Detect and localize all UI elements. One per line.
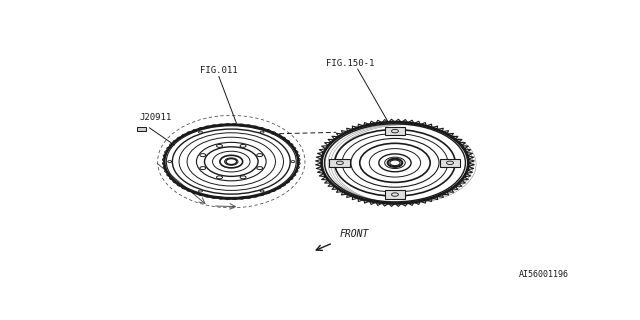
Circle shape [260, 190, 264, 192]
Text: AI56001196: AI56001196 [518, 270, 568, 279]
Circle shape [200, 154, 206, 156]
Circle shape [240, 144, 246, 148]
Circle shape [260, 131, 264, 133]
Circle shape [216, 176, 223, 179]
Circle shape [198, 131, 202, 133]
FancyBboxPatch shape [385, 190, 405, 199]
Circle shape [168, 161, 172, 163]
Text: J20911: J20911 [140, 113, 172, 122]
Text: FRONT: FRONT [339, 229, 369, 239]
FancyBboxPatch shape [385, 127, 405, 135]
FancyBboxPatch shape [440, 159, 460, 167]
Circle shape [198, 190, 202, 192]
FancyBboxPatch shape [330, 159, 350, 167]
Circle shape [200, 167, 206, 170]
FancyBboxPatch shape [137, 127, 146, 131]
Circle shape [257, 154, 262, 156]
Circle shape [240, 176, 246, 179]
Circle shape [291, 161, 295, 163]
Circle shape [257, 167, 262, 170]
Text: FIG.150-1: FIG.150-1 [326, 59, 374, 68]
Circle shape [216, 144, 223, 148]
Text: FIG.011: FIG.011 [200, 66, 237, 75]
